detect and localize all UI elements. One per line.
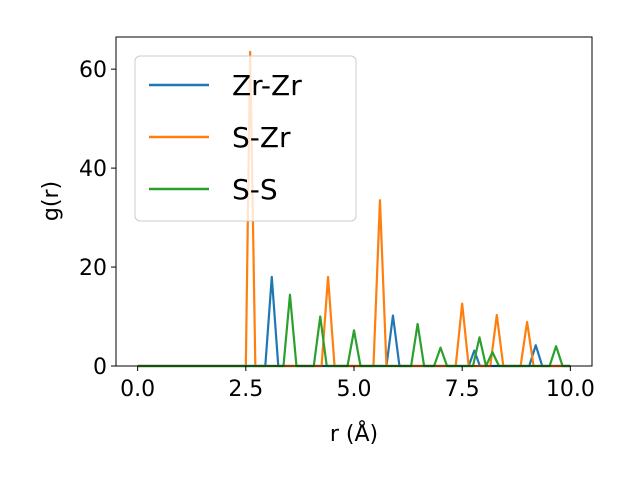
x-axis-label: r (Å) [330,420,378,447]
x-tick-label: 0.0 [120,377,155,402]
x-axis-ticks: 0.0 2.5 5.0 7.5 10.0 [120,366,595,402]
y-tick-label: 0 [93,355,107,380]
y-tick-label: 20 [79,256,107,281]
y-axis-ticks: 0 20 40 60 [79,58,116,380]
y-axis-label: g(r) [39,181,64,221]
legend-label-s-zr: S-Zr [232,121,291,154]
x-tick-label: 7.5 [445,377,480,402]
legend-box [134,55,357,222]
x-tick-label: 2.5 [228,377,263,402]
legend-label-s-s: S-S [232,173,278,206]
x-tick-label: 10.0 [546,377,595,402]
y-tick-label: 60 [79,58,107,83]
legend-label-zr-zr: Zr-Zr [232,69,302,102]
y-tick-label: 40 [79,157,107,182]
x-tick-label: 5.0 [337,377,372,402]
legend: Zr-Zr S-Zr S-S [134,55,357,222]
